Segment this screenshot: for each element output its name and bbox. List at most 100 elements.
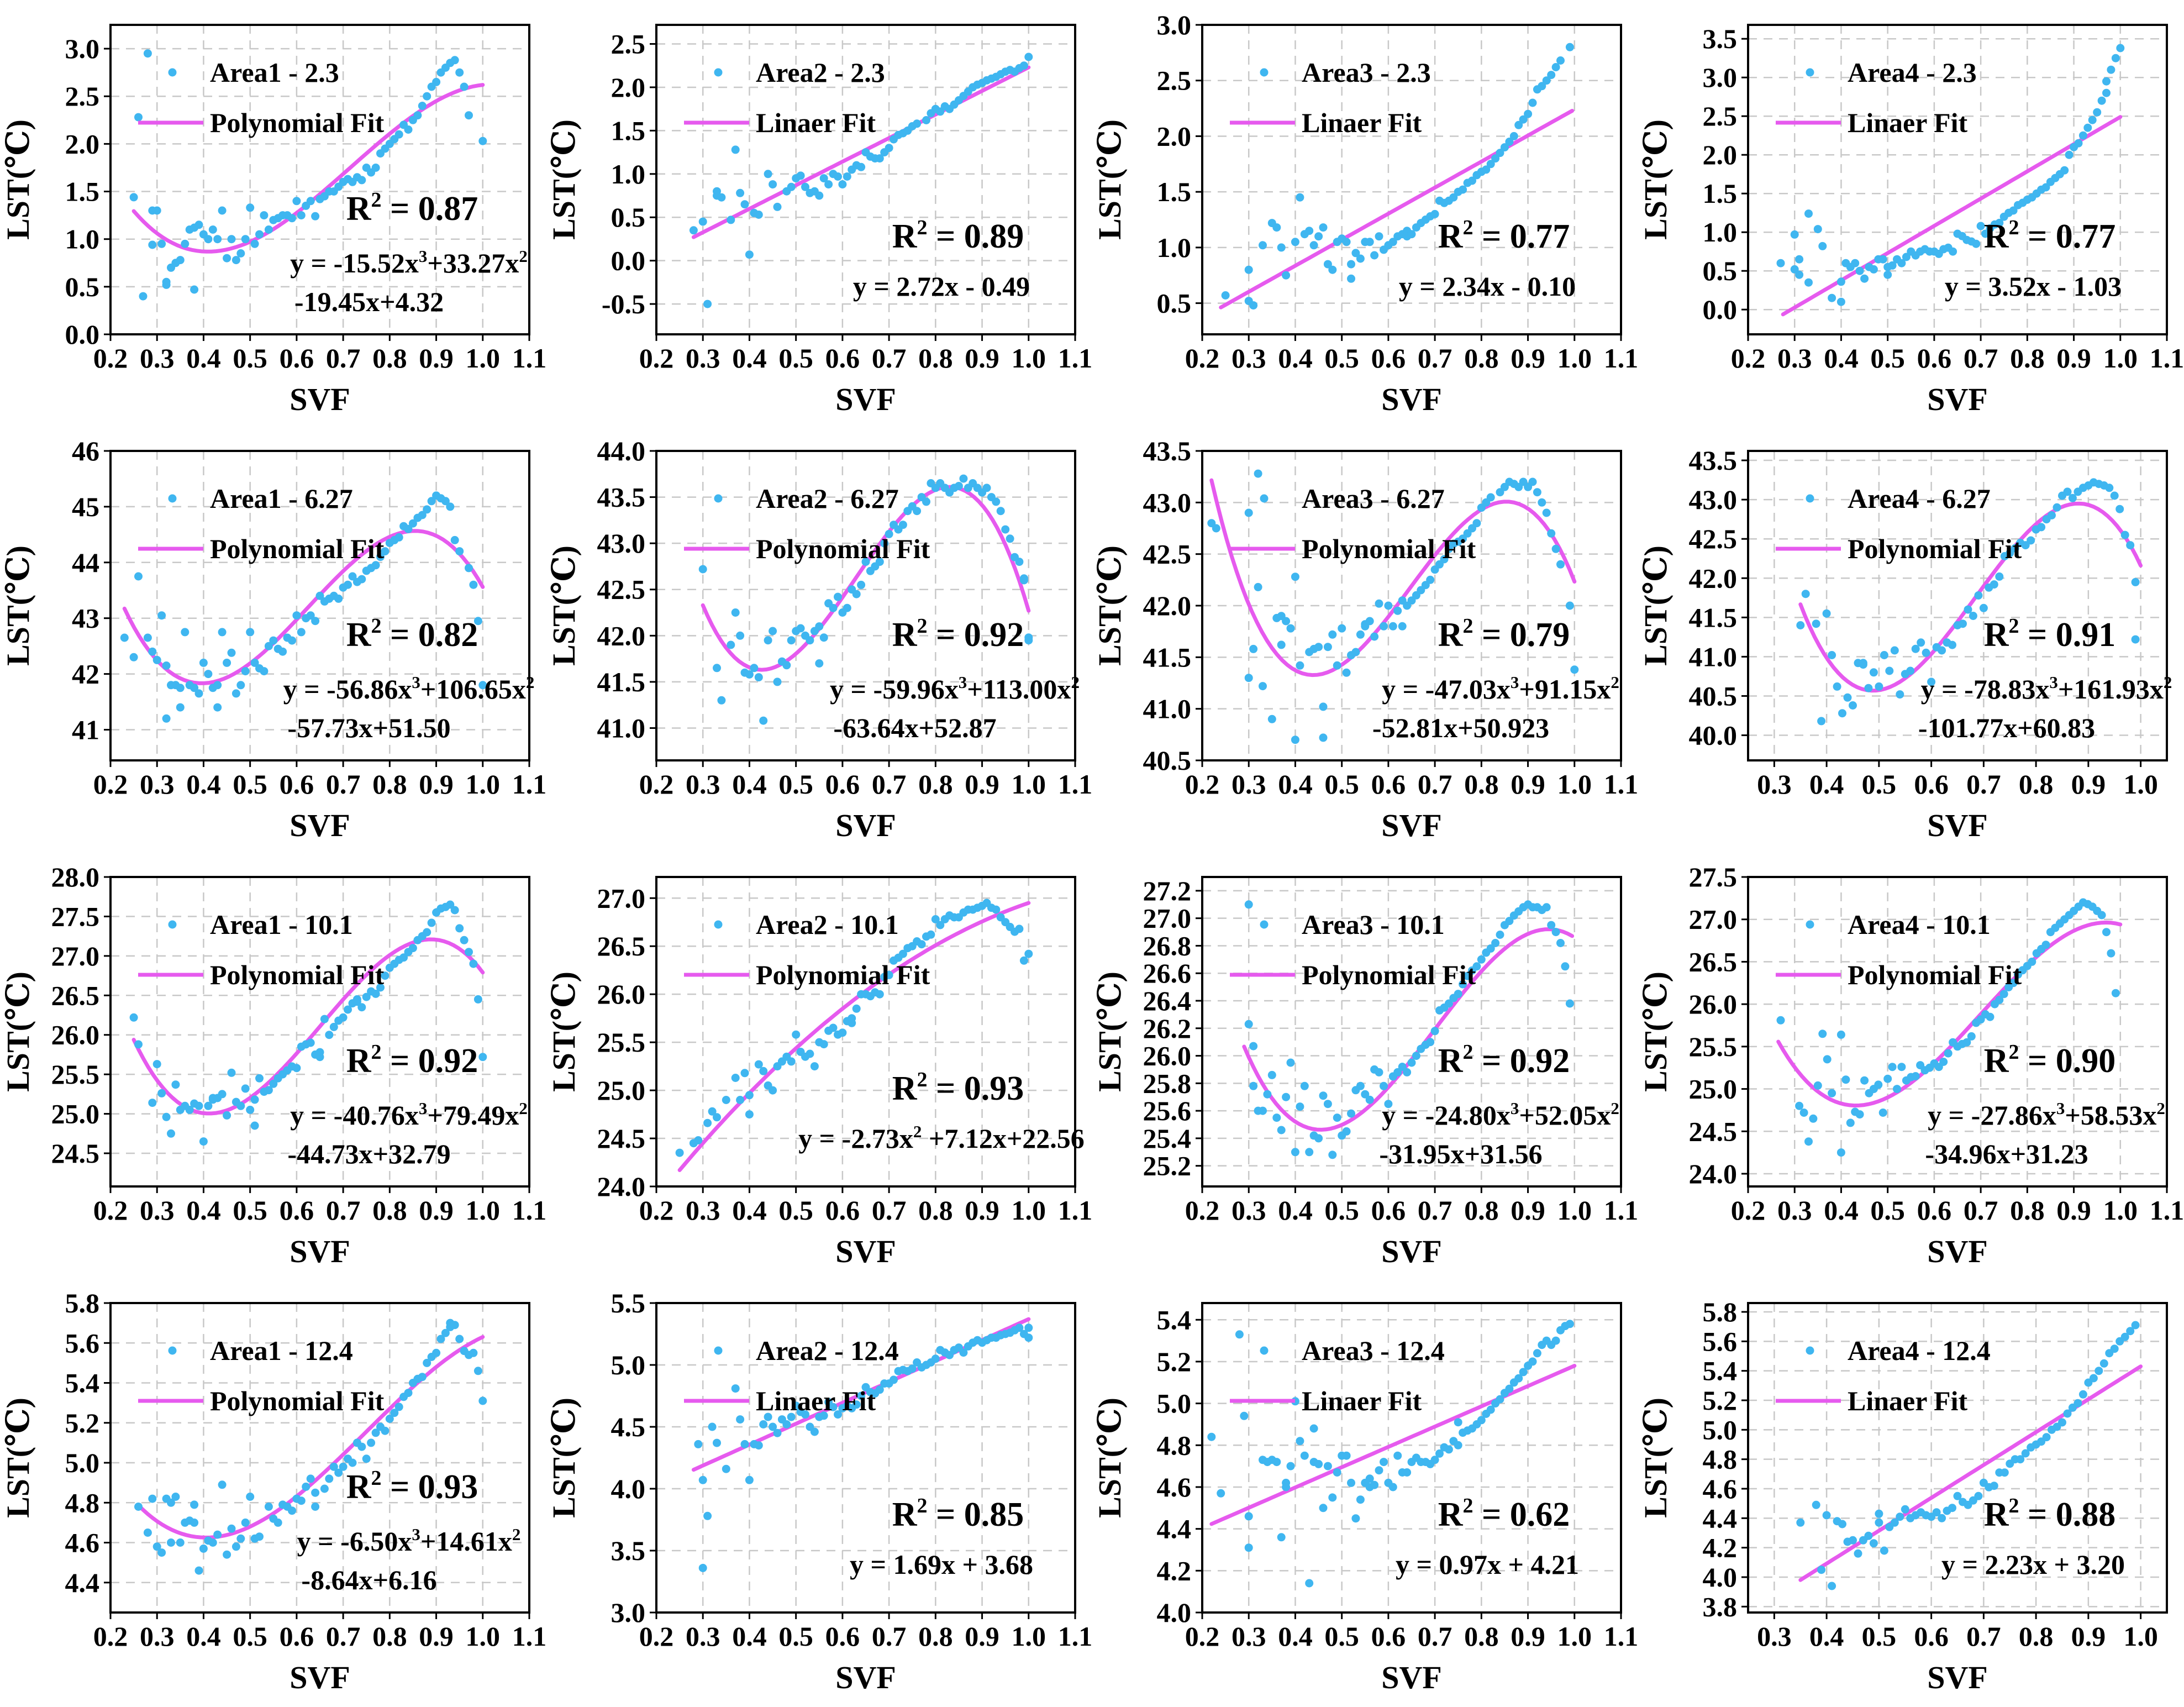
legend-fit-label: Polynomial Fit <box>210 1385 385 1416</box>
plot-border <box>109 876 530 1188</box>
svg-text:0.8: 0.8 <box>1464 1621 1499 1652</box>
svg-text:0.2: 0.2 <box>93 1195 128 1226</box>
svg-text:3.0: 3.0 <box>1703 62 1738 93</box>
x-axis-label: SVF <box>1927 381 1988 417</box>
svg-text:1.1: 1.1 <box>1058 1621 1092 1652</box>
y-tick-labels: 0.0 0.5 1.0 1.5 2.0 2.5 3.0 <box>65 33 100 350</box>
subplot-cell-area4-2.3: 0.2 0.3 0.4 0.5 0.6 0.7 0.8 0.9 1.0 1.1 0.0 0.5 1.0 1… <box>1638 0 2184 426</box>
svg-text:40.5: 40.5 <box>1143 745 1192 776</box>
svg-text:26.8: 26.8 <box>1143 930 1192 961</box>
y-tick-labels: 25.225.425.625.826.026.226.426.626.827.0… <box>1143 875 1192 1181</box>
svg-text:0.8: 0.8 <box>918 1195 953 1226</box>
x-axis-label: SVF <box>835 381 896 417</box>
svg-text:0.6: 0.6 <box>1371 1195 1406 1226</box>
gridlines <box>110 25 529 334</box>
subplot-cell-area3-10.1: 0.2 0.3 0.4 0.5 0.6 0.7 0.8 0.9 1.0 1.1 25.2 25.4 25… <box>1092 852 1638 1278</box>
svg-text:0.3: 0.3 <box>686 343 720 374</box>
svg-text:0.7: 0.7 <box>326 1621 361 1652</box>
equation-line-2: -44.73x+32.79 <box>287 1138 450 1169</box>
r-squared-label: R2 = 0.85 <box>892 1494 1024 1533</box>
svg-text:0.6: 0.6 <box>280 1195 314 1226</box>
svg-text:5.0: 5.0 <box>1703 1414 1738 1445</box>
scatter-points <box>689 52 1033 308</box>
x-tick-labels: 0.2 0.3 0.4 0.5 0.6 0.7 0.8 0.9 1.0 1.1 <box>1185 343 1639 374</box>
svg-text:41: 41 <box>72 715 99 745</box>
svg-text:27.0: 27.0 <box>51 941 100 971</box>
svg-text:5.4: 5.4 <box>1703 1356 1738 1386</box>
svg-text:0.3: 0.3 <box>140 1195 175 1226</box>
r-squared-label: R2 = 0.79 <box>1438 614 1570 654</box>
svg-text:0.4: 0.4 <box>1809 769 1844 800</box>
gridlines <box>1202 877 1621 1186</box>
x-tick-labels: 0.3 0.4 0.5 0.6 0.7 0.8 0.9 1.0 <box>1757 1621 2158 1652</box>
svg-text:25.0: 25.0 <box>51 1099 100 1130</box>
svg-text:0.7: 0.7 <box>1418 1195 1453 1226</box>
legend-scatter-marker <box>1260 920 1269 929</box>
chart-11: 0.2 0.3 0.4 0.5 0.6 0.7 0.8 0.9 1.0 1.1 24.0 24.5 25… <box>1638 862 2184 1269</box>
svg-text:0.0: 0.0 <box>1703 294 1738 325</box>
svg-text:43: 43 <box>72 603 99 634</box>
svg-text:41.5: 41.5 <box>1689 602 1738 633</box>
svg-text:0.6: 0.6 <box>1371 343 1406 374</box>
svg-text:4.2: 4.2 <box>1703 1532 1738 1563</box>
svg-text:1.1: 1.1 <box>1058 1195 1092 1226</box>
x-tick-labels: 0.2 0.3 0.4 0.5 0.6 0.7 0.8 0.9 1.0 1.1 <box>1185 769 1639 800</box>
legend-fit-label: Linaer Fit <box>756 1385 876 1416</box>
chart-15: 0.3 0.4 0.5 0.6 0.7 0.8 0.9 1.0 3.84.04.24.44.64… <box>1638 1296 2168 1695</box>
equation-line-2: -19.45x+4.32 <box>294 286 444 317</box>
plot-border <box>109 450 530 761</box>
legend-series-label: Area4 - 10.1 <box>1848 909 1991 940</box>
svg-text:1.1: 1.1 <box>1604 1621 1638 1652</box>
legend-series-label: Area3 - 10.1 <box>1302 909 1445 940</box>
gridlines <box>656 25 1075 334</box>
svg-text:0.2: 0.2 <box>1185 769 1220 800</box>
svg-text:0.7: 0.7 <box>1964 1195 1998 1226</box>
svg-text:26.2: 26.2 <box>1143 1013 1192 1044</box>
scatter-points <box>675 899 1033 1157</box>
svg-text:2.5: 2.5 <box>611 29 646 60</box>
r-squared-label: R2 = 0.92 <box>892 614 1024 654</box>
y-tick-labels: 24.0 24.5 25.0 25.5 26.0 26.5 27.0 27.5 <box>1689 862 1738 1189</box>
equation-line-1: y = -24.80x3+52.05x2 <box>1382 1099 1619 1131</box>
svg-text:0.7: 0.7 <box>872 343 907 374</box>
svg-text:1.0: 1.0 <box>65 224 100 255</box>
x-axis-label: SVF <box>290 1233 350 1269</box>
svg-text:24.5: 24.5 <box>51 1138 100 1169</box>
svg-text:0.2: 0.2 <box>639 1621 674 1652</box>
svg-text:0.8: 0.8 <box>918 343 953 374</box>
svg-text:0.8: 0.8 <box>1464 769 1499 800</box>
legend-scatter-marker <box>714 494 723 503</box>
x-axis-label: SVF <box>1927 807 1988 843</box>
svg-text:1.1: 1.1 <box>512 1195 546 1226</box>
legend-series-label: Area4 - 2.3 <box>1848 57 1977 88</box>
y-axis-label: LST(℃) <box>1638 119 1673 240</box>
y-axis-label: LST(℃) <box>0 119 36 240</box>
svg-text:0.4: 0.4 <box>1278 769 1313 800</box>
svg-text:43.0: 43.0 <box>597 528 646 559</box>
equation-line-2: -101.77x+60.83 <box>1918 712 2095 743</box>
svg-text:4.6: 4.6 <box>1703 1473 1738 1504</box>
equation-line-1: y = 0.97x + 4.21 <box>1396 1549 1579 1580</box>
svg-text:0.3: 0.3 <box>140 769 175 800</box>
svg-text:41.0: 41.0 <box>1143 694 1192 724</box>
x-tick-labels: 0.2 0.3 0.4 0.5 0.6 0.7 0.8 0.9 1.0 1.1 <box>93 1195 547 1226</box>
svg-text:0.4: 0.4 <box>732 343 767 374</box>
svg-text:0.6: 0.6 <box>1914 769 1949 800</box>
svg-text:0.6: 0.6 <box>825 769 860 800</box>
legend-fit-label: Polynomial Fit <box>210 959 385 990</box>
equation-line-1: y = -40.76x3+79.49x2 <box>290 1099 528 1131</box>
svg-text:41.5: 41.5 <box>597 666 646 697</box>
x-axis-label: SVF <box>835 1233 896 1269</box>
legend: Area2 - 2.3 Linaer Fit <box>684 57 885 138</box>
y-tick-labels: 4.4 4.6 4.8 5.0 5.2 5.4 5.6 5.8 <box>65 1288 100 1598</box>
svg-text:25.8: 25.8 <box>1143 1068 1192 1099</box>
r-squared-label: R2 = 0.90 <box>1984 1041 2116 1080</box>
legend: Area2 - 10.1 Polynomial Fit <box>684 909 930 990</box>
svg-text:3.0: 3.0 <box>1157 9 1192 40</box>
svg-text:0.7: 0.7 <box>326 1195 361 1226</box>
legend-series-label: Area3 - 12.4 <box>1302 1335 1445 1366</box>
x-tick-labels: 0.2 0.3 0.4 0.5 0.6 0.7 0.8 0.9 1.0 1.1 <box>1731 343 2184 374</box>
svg-text:0.8: 0.8 <box>2019 1621 2054 1652</box>
svg-text:40.5: 40.5 <box>1689 680 1738 711</box>
